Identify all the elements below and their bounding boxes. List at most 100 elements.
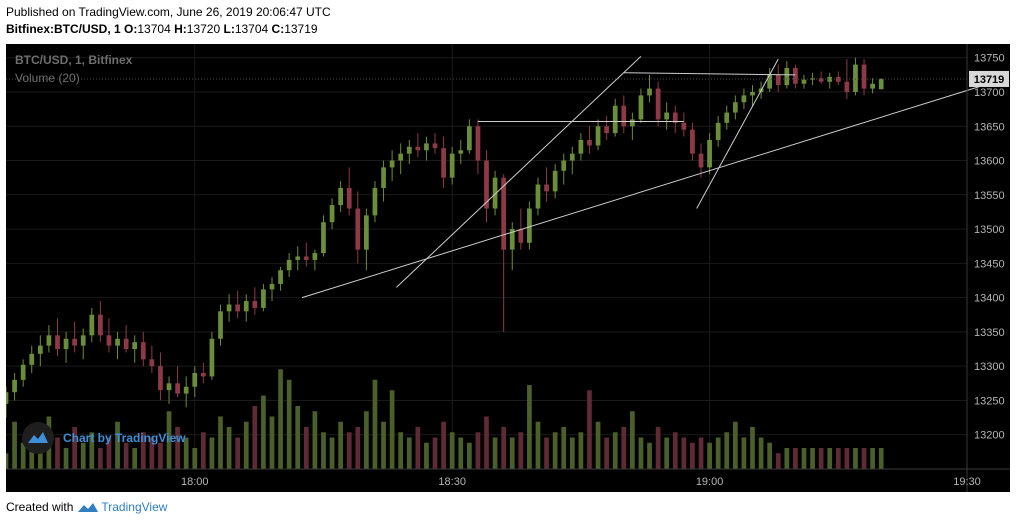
volume-bar: [415, 427, 421, 469]
volume-bar: [321, 432, 326, 469]
symbol-label: Bitfinex:BTC/USD, 1: [6, 22, 121, 36]
candle-body: [312, 253, 318, 260]
volume-bar: [192, 448, 198, 469]
volume-bar: [312, 411, 318, 469]
candle-body: [346, 187, 352, 209]
candle-body: [775, 74, 781, 86]
volume-bar: [372, 379, 378, 469]
open-label: O:: [124, 22, 138, 36]
ohlc-line: Bitfinex:BTC/USD, 1 O:13704 H:13720 L:13…: [6, 22, 318, 36]
candle-body: [158, 366, 163, 391]
candle-body: [424, 143, 429, 151]
candle-body: [561, 160, 567, 171]
candle-body: [106, 335, 112, 346]
volume-bar: [364, 411, 369, 469]
candle-body: [6, 392, 9, 404]
volume-bar: [835, 448, 841, 469]
volume-bar: [166, 411, 172, 469]
candle-body: [63, 338, 69, 350]
tradingview-watermark[interactable]: Chart by TradingView: [22, 422, 186, 454]
tradingview-brand-link[interactable]: TradingView: [101, 500, 168, 514]
candle-body: [750, 91, 755, 96]
candle-body: [587, 139, 592, 146]
volume-bar: [509, 437, 515, 469]
volume-bar: [123, 442, 129, 469]
volume-bar: [698, 437, 704, 469]
volume-bar: [140, 432, 146, 469]
candle-body: [501, 177, 507, 250]
created-with-label: Created with: [6, 500, 74, 514]
volume-bar: [587, 390, 592, 469]
candle-body: [715, 122, 721, 140]
candle-body: [672, 112, 678, 123]
candle-body: [810, 78, 815, 80]
candle-body: [612, 105, 618, 134]
last-price-label: 13719: [974, 74, 1005, 86]
candle-body: [647, 88, 652, 96]
volume-bar: [595, 421, 601, 469]
volume-bar: [732, 421, 738, 469]
volume-bar: [355, 427, 361, 469]
volume-bar: [132, 448, 138, 469]
candlestick-chart[interactable]: 13200 13250 13300 13350 13400 13450 13500 13550…: [6, 44, 1010, 492]
volume-bar: [218, 416, 223, 469]
candle-body: [664, 112, 670, 120]
candle-body: [544, 184, 549, 192]
candle-body: [527, 208, 532, 243]
support-line: [301, 84, 985, 299]
candle-body: [578, 139, 584, 154]
volume-bar: [535, 421, 541, 469]
volume-bar: [552, 432, 558, 469]
y-tick-label: 13650: [974, 121, 1005, 133]
x-tick-label: 18:00: [181, 476, 209, 488]
candle-body: [681, 122, 687, 130]
x-tick-label: 19:00: [696, 476, 724, 488]
published-line: Published on TradingView.com, June 26, 2…: [6, 5, 331, 19]
candle-body: [698, 153, 704, 168]
candle-body: [466, 126, 472, 151]
volume-bar: [655, 427, 661, 469]
low-value: 13704: [234, 22, 269, 36]
volume-bar: [630, 411, 635, 469]
candle-body: [235, 304, 241, 312]
candle-body: [569, 153, 575, 161]
volume-bar: [406, 437, 412, 469]
x-tick-label: 18:30: [438, 476, 466, 488]
candle-body: [604, 126, 609, 134]
volume-bar: [89, 432, 95, 469]
volume-bar: [647, 442, 652, 469]
y-tick-label: 13500: [974, 224, 1005, 236]
resistance-line-upper: [623, 72, 796, 76]
volume-bar: [441, 421, 446, 469]
volume-bar: [544, 437, 549, 469]
volume-bar: [200, 432, 206, 469]
volume-bar: [878, 448, 884, 469]
volume-bar: [604, 437, 609, 469]
volume-bar: [106, 437, 112, 469]
y-tick-label: 13700: [974, 87, 1005, 99]
volume-bar: [329, 437, 335, 469]
candle-body: [458, 150, 464, 154]
candle-body: [732, 102, 738, 113]
volume-bar: [501, 427, 507, 469]
candle-body: [269, 283, 275, 290]
candle-body: [784, 67, 790, 86]
candle-body: [72, 338, 78, 346]
y-tick-label: 13200: [974, 430, 1005, 442]
volume-bar: [278, 369, 283, 469]
candle-body: [449, 153, 455, 178]
y-tick-label: 13750: [974, 53, 1005, 65]
volume-bar: [175, 427, 180, 469]
candle-body: [406, 146, 412, 154]
tradingview-cloud-icon: [28, 432, 48, 443]
volume-bar: [72, 427, 78, 469]
trendlines[interactable]: [301, 55, 985, 299]
candle-body: [475, 126, 481, 161]
candle-body: [844, 81, 850, 92]
candle-body: [724, 112, 730, 123]
volume-bar: [672, 432, 678, 469]
price-axis[interactable]: 13200 13250 13300 13350 13400 13450 13500 13550…: [974, 53, 1005, 442]
volume-bar: [458, 437, 464, 469]
candle-body: [192, 373, 198, 387]
